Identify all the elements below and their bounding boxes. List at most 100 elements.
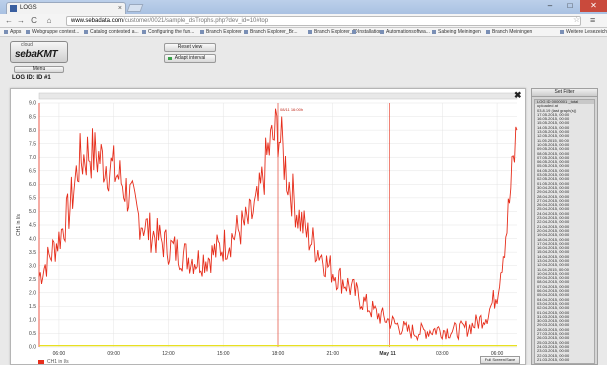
bookmark-item[interactable]: Automationsoftwa... xyxy=(380,28,430,36)
side-list-item[interactable]: 03.05.2015, 00:00 xyxy=(537,173,570,178)
side-list-item[interactable]: 27.03.2015, 00:00 xyxy=(537,332,570,337)
menu-button[interactable]: Menu xyxy=(14,66,64,73)
side-list-item[interactable]: 24.04.2015, 00:00 xyxy=(537,211,570,216)
side-list-item[interactable]: 28.03.2015, 00:00 xyxy=(537,327,570,332)
reset-view-button[interactable]: Reset view xyxy=(164,43,216,52)
bookmarks-bar: Apps Webgruppe contest... Catalog contes… xyxy=(0,28,607,37)
side-list-item[interactable]: 10.05.2015, 00:00 xyxy=(537,142,570,147)
side-list-item[interactable]: 24.03.2015, 00:00 xyxy=(537,344,570,349)
side-list-item[interactable]: 25.04.2015, 00:00 xyxy=(537,207,570,212)
side-list-item[interactable]: 02.04.2015, 00:00 xyxy=(537,306,570,311)
side-list-item[interactable]: 04.05.2015, 00:00 xyxy=(537,168,570,173)
tab-logs[interactable]: LOGS × xyxy=(6,2,126,14)
home-icon[interactable]: ⌂ xyxy=(46,16,52,25)
forward-icon[interactable]: → xyxy=(17,16,25,25)
side-list-item[interactable]: 12.04.2015, 00:00 xyxy=(537,263,570,268)
address-bar[interactable]: www.sebadata.com/customer/0021/sample_ds… xyxy=(66,16,581,26)
bookmark-item[interactable]: Installation xyxy=(352,28,382,36)
side-list-item[interactable]: 11.05.2015, 00:00 xyxy=(537,138,569,143)
side-list-item[interactable]: 05.04.2015, 00:00 xyxy=(537,293,570,298)
side-list-item[interactable]: 07.04.2015, 00:00 xyxy=(537,284,570,289)
y-tick-label: 0.5 xyxy=(29,331,36,337)
close-window-button[interactable]: ✕ xyxy=(580,0,607,12)
side-list-item[interactable]: 19.04.2015, 00:00 xyxy=(537,233,570,238)
side-list-item[interactable]: 03.04.2015, 00:00 xyxy=(537,301,570,306)
side-list-item[interactable]: 23.03.2015, 00:00 xyxy=(537,349,570,354)
side-list-item[interactable]: 15.05.2015, 00:00 xyxy=(537,121,570,126)
side-list-item[interactable]: 14.05.2015, 00:00 xyxy=(537,125,570,130)
side-list-item[interactable]: 14.04.2015, 00:00 xyxy=(537,254,570,259)
close-chart-icon[interactable]: ✖ xyxy=(514,90,522,100)
bookmark-item[interactable]: Webgruppe contest... xyxy=(26,28,79,36)
side-list-item[interactable]: 09.04.2015, 00:00 xyxy=(537,276,570,281)
side-panel-header[interactable]: Set Filter xyxy=(532,89,597,97)
y-tick-label: 6.0 xyxy=(29,182,36,188)
side-list-item[interactable]: 25.03.2015, 00:00 xyxy=(537,340,570,345)
side-list-item[interactable]: 23.04.2015, 00:00 xyxy=(537,216,570,221)
side-list-item[interactable]: 28.04.2015, 00:00 xyxy=(537,194,570,199)
bookmark-item[interactable]: Sabeing Meiningen xyxy=(432,28,481,36)
side-list-item[interactable]: 06.04.2015, 00:00 xyxy=(537,289,570,294)
fullscreen-button[interactable]: Full Screen/Save xyxy=(480,356,520,364)
side-list-item[interactable]: LOG ID 0000001 _total xyxy=(535,100,594,105)
side-list-item[interactable]: 31.03.2015, 00:00 xyxy=(537,314,570,319)
side-list-item[interactable]: 04.04.2015, 00:00 xyxy=(537,297,570,302)
bookmark-item[interactable]: Configuring the fun... xyxy=(142,28,194,36)
side-list-item[interactable]: 30.04.2015, 00:00 xyxy=(537,185,570,190)
side-list-item[interactable]: 03.8.19 (last graph(s)) xyxy=(537,108,577,113)
side-list-item[interactable]: 29.04.2015, 00:00 xyxy=(537,190,570,195)
side-list-item[interactable]: 02.05.2015, 00:00 xyxy=(537,177,570,182)
side-list[interactable]: LOG ID 0000001 _total uploaded at 03.8.19 … xyxy=(534,99,595,364)
side-list-item[interactable]: 22.04.2015, 00:00 xyxy=(537,220,570,225)
side-list-item[interactable]: 05.05.2015, 00:00 xyxy=(537,164,570,169)
bookmark-item[interactable]: Branch Meiningen xyxy=(486,28,532,36)
side-list-item[interactable]: 21.04.2015, 00:00 xyxy=(537,224,570,229)
side-list-item[interactable]: uploaded at xyxy=(537,104,558,109)
side-list-item[interactable]: 29.03.2015, 00:00 xyxy=(537,323,570,328)
side-list-item[interactable]: 11.04.2015, 00:00 xyxy=(537,267,569,272)
side-list-item[interactable]: 01.04.2015, 00:00 xyxy=(537,310,570,315)
side-list-item[interactable]: 12.05.2015, 00:00 xyxy=(537,134,570,139)
side-list-item[interactable]: 22.03.2015, 00:00 xyxy=(537,353,570,358)
legend-item[interactable]: CH1 in l/s xyxy=(38,359,69,365)
side-list-item[interactable]: 26.04.2015, 00:00 xyxy=(537,203,570,208)
side-list-item[interactable]: 09.05.2015, 00:00 xyxy=(537,147,570,152)
bookmark-item[interactable]: Weitere Lesezeichen xyxy=(560,28,607,36)
side-list-item[interactable]: 13.05.2015, 00:00 xyxy=(537,130,570,135)
side-list-item[interactable]: 16.04.2015, 00:00 xyxy=(537,246,570,251)
series-line-ch1 xyxy=(38,108,518,342)
bookmark-item[interactable]: Branch Explorer_Br... xyxy=(244,28,298,36)
side-list-item[interactable]: 08.04.2015, 00:00 xyxy=(537,280,570,285)
minimize-button[interactable]: – xyxy=(547,1,553,10)
side-list-item[interactable]: 17.04.2015, 00:00 xyxy=(537,241,570,246)
new-tab-button[interactable] xyxy=(126,4,144,12)
bookmark-item[interactable]: Apps xyxy=(4,28,21,36)
side-list-item[interactable]: 21.03.2015, 00:00 xyxy=(537,357,570,362)
back-icon[interactable]: ← xyxy=(5,16,13,25)
bookmark-item[interactable]: Branch Explorer xyxy=(200,28,242,36)
zoom-navigator-bar[interactable] xyxy=(38,92,518,100)
bookmark-star-icon[interactable]: ☆ xyxy=(573,15,581,24)
side-list-item[interactable]: 16.05.2015, 00:00 xyxy=(537,117,570,122)
tab-close-icon[interactable]: × xyxy=(117,5,122,12)
side-list-item[interactable]: 18.04.2015, 00:00 xyxy=(537,237,570,242)
side-list-item[interactable]: 07.05.2015, 00:00 xyxy=(537,155,570,160)
side-list-item[interactable]: 26.03.2015, 00:00 xyxy=(537,336,570,341)
side-list-item[interactable]: 27.04.2015, 00:00 xyxy=(537,198,570,203)
reload-icon[interactable]: C xyxy=(31,16,37,25)
side-list-item[interactable]: 15.04.2015, 00:00 xyxy=(537,250,570,255)
side-list-item[interactable]: 10.04.2015, 00:00 xyxy=(537,271,570,276)
maximize-button[interactable]: □ xyxy=(567,1,573,10)
browser-menu-icon[interactable]: ≡ xyxy=(590,15,596,25)
bookmark-item[interactable]: Branch Explorer_ID xyxy=(308,28,358,36)
side-list-item[interactable]: 17.05.2015, 00:00 xyxy=(537,112,570,117)
side-list-item[interactable]: 08.05.2015, 00:00 xyxy=(537,151,570,156)
side-list-item[interactable]: 30.03.2015, 00:00 xyxy=(537,319,570,324)
bookmark-item[interactable]: Catalog contested a... xyxy=(84,28,139,36)
side-list-item[interactable]: 13.04.2015, 00:00 xyxy=(537,258,570,263)
side-list-item[interactable]: 01.05.2015, 00:00 xyxy=(537,181,570,186)
side-list-item[interactable]: 06.05.2015, 00:00 xyxy=(537,160,570,165)
adapt-interval-button[interactable]: Adapt interval xyxy=(164,54,216,63)
side-list-item[interactable]: 20.04.2015, 00:00 xyxy=(537,228,570,233)
flow-chart[interactable]: 0.0 0.5 1.0 1.5 2.0 2.5 3.0 3.5 4.0 4.5 5.0 5.5 6.0 6… xyxy=(11,89,527,365)
